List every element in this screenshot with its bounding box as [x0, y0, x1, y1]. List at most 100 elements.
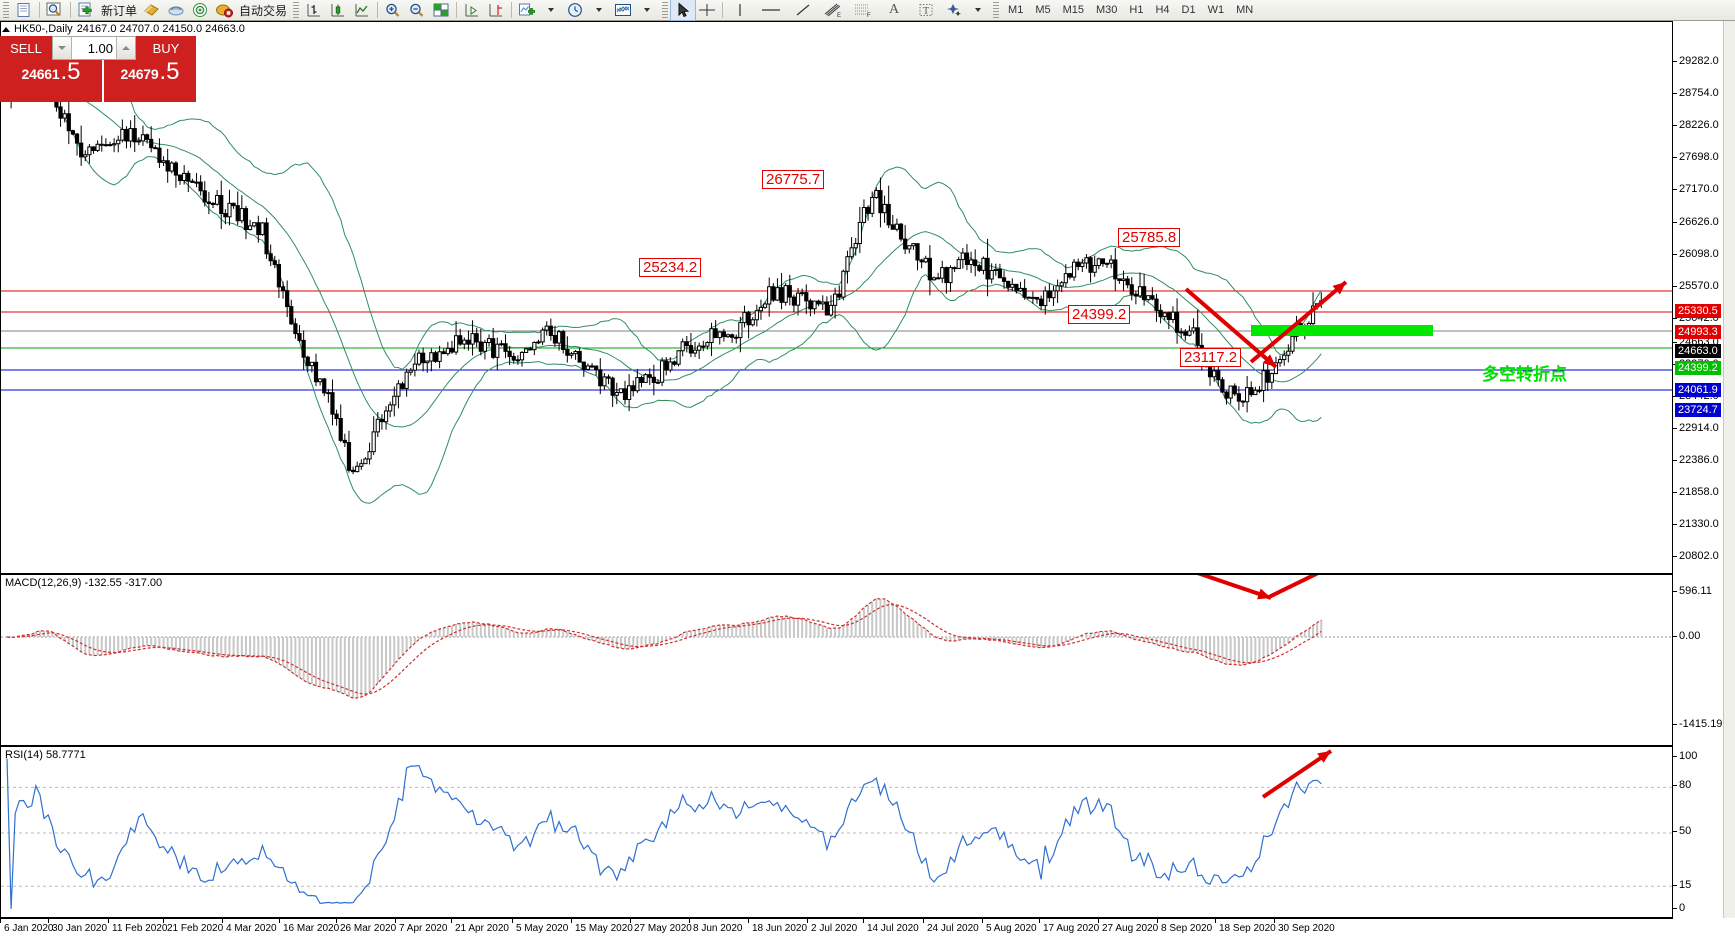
macd-down-arrow[interactable] — [1171, 575, 1272, 600]
timeframe-m30[interactable]: M30 — [1096, 4, 1118, 16]
chip-support-blue-low[interactable]: 23724.7 — [1675, 403, 1721, 417]
support-zone-highlight[interactable] — [1251, 325, 1433, 336]
toolbar-grip-3[interactable] — [662, 2, 669, 18]
horizontal-line-icon[interactable] — [754, 0, 788, 20]
shapes-icon[interactable] — [942, 0, 966, 20]
auto-scroll-icon[interactable] — [460, 0, 484, 20]
symbol-name: HK50-,Daily — [14, 23, 73, 35]
price-chart-canvas[interactable] — [1, 22, 1672, 573]
sell-button[interactable]: SELL — [0, 36, 52, 60]
templates-icon[interactable] — [611, 0, 635, 20]
candle-body — [124, 128, 129, 142]
candle-body — [618, 388, 623, 393]
text-label-icon[interactable]: T — [910, 0, 942, 20]
metaeditor-icon[interactable] — [140, 0, 164, 20]
timeframe-w1[interactable]: W1 — [1207, 4, 1225, 16]
candle-body — [1080, 262, 1085, 268]
timeframe-d1[interactable]: D1 — [1181, 4, 1196, 16]
indicators-icon[interactable] — [515, 0, 539, 20]
candlestick-chart-icon[interactable] — [326, 0, 350, 20]
price-label-26775[interactable]: 26775.7 — [762, 170, 825, 189]
zoom-out-icon[interactable] — [405, 0, 429, 20]
toolbar-grip-2[interactable] — [293, 2, 300, 18]
volume-stepper[interactable]: 1.00 — [52, 36, 136, 60]
chart-shift-icon[interactable] — [484, 0, 508, 20]
market-icon[interactable] — [164, 0, 188, 20]
autotrading-label[interactable]: 自动交易 — [239, 3, 288, 18]
chip-resistance-low[interactable]: 24993.3 — [1675, 325, 1721, 339]
timeframe-h1[interactable]: H1 — [1129, 4, 1144, 16]
timeframe-h4[interactable]: H4 — [1155, 4, 1170, 16]
new-order-icon[interactable] — [74, 0, 98, 20]
templates-dropdown-icon[interactable] — [635, 0, 659, 20]
text-icon[interactable]: A — [888, 2, 900, 17]
main-toolbar[interactable]: 新订单 自动交易 — [0, 0, 1735, 21]
toolbar-grip-4[interactable] — [993, 2, 1000, 18]
up-trend-arrow[interactable] — [1249, 280, 1348, 364]
candle-body — [74, 133, 80, 144]
time-tick-15 — [863, 919, 864, 923]
timeframe-m5[interactable]: M5 — [1035, 4, 1051, 16]
candle-body — [182, 172, 187, 182]
one-click-trading-panel[interactable]: SELL 1.00 BUY 24661 .5 24679 .5 — [0, 36, 196, 102]
candle-body — [289, 306, 294, 325]
indicators-dropdown-icon[interactable] — [539, 0, 563, 20]
timeframe-m1[interactable]: M1 — [1008, 4, 1024, 16]
new-order-label[interactable]: 新订单 — [101, 3, 138, 18]
shapes-dropdown-icon[interactable] — [966, 0, 990, 20]
chip-resistance-high[interactable]: 25330.5 — [1675, 304, 1721, 318]
signals-icon[interactable] — [188, 0, 212, 20]
sell-price[interactable]: 24661 .5 — [0, 60, 104, 102]
price-label-25785[interactable]: 25785.8 — [1118, 228, 1181, 247]
zoom-in-icon[interactable] — [381, 0, 405, 20]
toolbar-grip-1[interactable] — [3, 2, 9, 18]
price-chart-pane[interactable] — [0, 21, 1673, 574]
collapse-icon[interactable] — [2, 26, 10, 32]
macd-pane[interactable]: MACD(12,26,9) -132.55 -317.00 — [0, 574, 1673, 746]
macd-up-arrow[interactable] — [1268, 575, 1359, 599]
rsi-up-arrow[interactable] — [1261, 749, 1333, 799]
vertical-line-icon[interactable] — [726, 0, 754, 20]
volume-decrease-button[interactable] — [53, 37, 72, 59]
chip-support-green[interactable]: 24399.2 — [1675, 361, 1721, 375]
grid-icon[interactable] — [429, 0, 453, 20]
volume-increase-button[interactable] — [116, 37, 135, 59]
price-label-25234[interactable]: 25234.2 — [639, 258, 702, 277]
macd-down-arrow-head — [1257, 588, 1271, 600]
candle-body — [1034, 296, 1040, 300]
candle-body — [1158, 309, 1163, 318]
chip-support-blue-high[interactable]: 24061.9 — [1675, 383, 1721, 397]
macd-canvas[interactable] — [1, 575, 1672, 745]
fibonacci-icon[interactable]: F — [848, 0, 878, 20]
price-label-24399[interactable]: 24399.2 — [1068, 305, 1131, 324]
price-label-23117[interactable]: 23117.2 — [1180, 348, 1242, 367]
rsi-pane[interactable]: RSI(14) 58.7771 — [0, 746, 1673, 918]
time-axis[interactable]: 6 Jan 2020 30 Jan 2020 11 Feb 2020 21 Feb 2… — [0, 918, 1673, 941]
turning-point-note[interactable]: 多空转折点 — [1482, 365, 1567, 385]
rsi-canvas[interactable] — [1, 747, 1672, 917]
candle-body — [305, 356, 310, 367]
toolbar-sep-6 — [722, 2, 724, 18]
search-icon[interactable] — [43, 0, 67, 20]
candle-body — [919, 259, 924, 263]
buy-button[interactable]: BUY — [136, 36, 196, 60]
candle-body — [194, 181, 199, 184]
crosshair-icon[interactable] — [695, 0, 719, 20]
timeframe-m15[interactable]: M15 — [1062, 4, 1084, 16]
svg-text:E: E — [837, 13, 841, 18]
buy-price[interactable]: 24679 .5 — [104, 60, 196, 102]
candle-body — [1265, 370, 1270, 383]
chip-last-price[interactable]: 24663.0 — [1675, 344, 1721, 358]
new-chart-icon[interactable] — [12, 0, 36, 20]
period-dropdown-icon[interactable] — [587, 0, 611, 20]
equidistant-channel-icon[interactable]: E — [818, 0, 848, 20]
autotrading-icon[interactable] — [212, 0, 236, 20]
line-chart-icon[interactable] — [350, 0, 374, 20]
trendline-icon[interactable] — [788, 0, 818, 20]
right-scrollbar[interactable] — [1723, 21, 1735, 918]
bar-chart-icon[interactable] — [302, 0, 326, 20]
timeframe-mn[interactable]: MN — [1236, 4, 1254, 16]
cursor-icon[interactable] — [670, 0, 697, 21]
period-icon[interactable] — [563, 0, 587, 20]
volume-input[interactable]: 1.00 — [72, 37, 116, 59]
